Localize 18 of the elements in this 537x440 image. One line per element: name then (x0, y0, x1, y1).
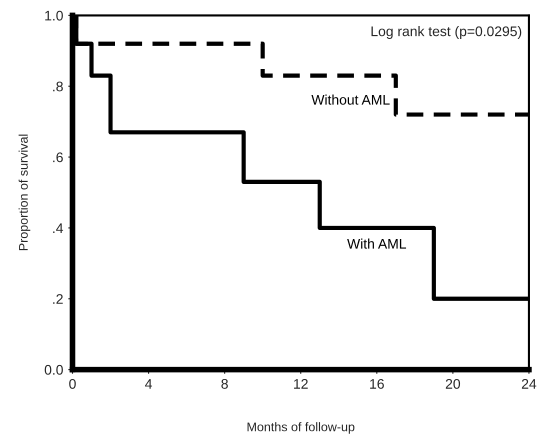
y-tick-label: 1.0 (45, 10, 63, 21)
series-label: Without AML (311, 94, 390, 105)
y-tick-label: .8 (53, 82, 63, 92)
series-label: With AML (347, 238, 406, 249)
x-tick-label: 12 (294, 378, 308, 389)
y-tick-label: .2 (53, 294, 63, 304)
x-tick-label: 20 (446, 378, 460, 389)
y-axis-title: Proportion of survival (18, 134, 30, 250)
y-tick-label: 0.0 (44, 364, 63, 375)
x-tick-label: 16 (370, 378, 384, 389)
x-axis-title: Months of follow-up (248, 422, 354, 434)
x-tick-label: 24 (522, 378, 536, 389)
x-tick-label: 4 (145, 379, 152, 389)
x-tick-label: 8 (221, 378, 228, 389)
y-tick-label: .6 (53, 152, 63, 162)
x-tick-label: 0 (69, 378, 76, 389)
y-tick-label: .4 (53, 223, 64, 233)
annotation: Log rank test (p=0.0295) (372, 26, 522, 39)
